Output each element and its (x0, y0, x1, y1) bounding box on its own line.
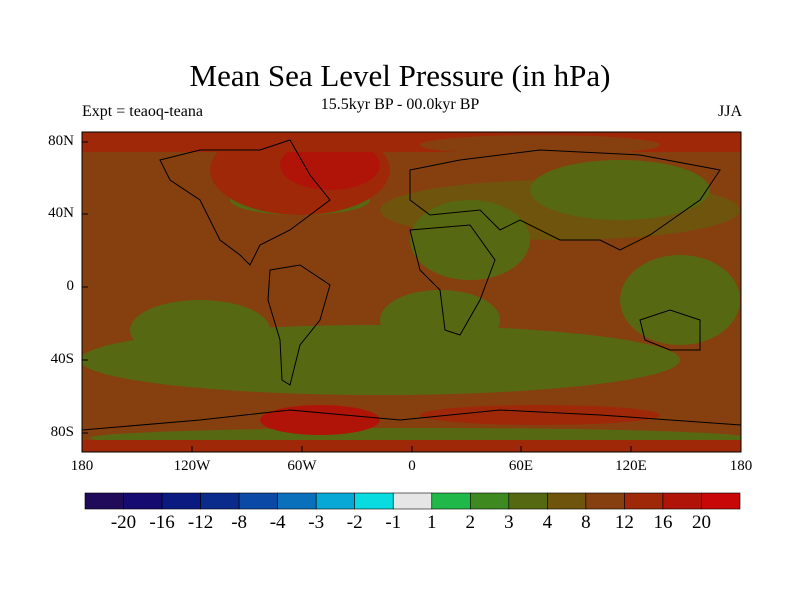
colorbar-swatch (392, 492, 433, 510)
x-tick-label: 120E (615, 458, 647, 474)
colorbar-swatch (238, 492, 278, 510)
colorbar-swatch (469, 492, 510, 510)
y-tick-label: 40S (50, 351, 74, 367)
colorbar-swatch (161, 492, 201, 510)
y-tick-label: 0 (66, 278, 75, 294)
colorbar-swatch (547, 492, 587, 510)
coastlines (82, 139, 741, 431)
colorbar-swatch (431, 492, 471, 510)
colorbar-swatch (354, 492, 394, 510)
colorbar-swatch (585, 492, 625, 510)
colorbar-label: -20 (110, 512, 137, 533)
y-tick-label: 80S (50, 424, 74, 440)
pressure-field (82, 132, 741, 452)
colorbar-swatch (123, 492, 163, 510)
plot-title: Mean Sea Level Pressure (in hPa) (189, 58, 611, 93)
season-label: JJA (717, 103, 742, 120)
x-tick-label: 60E (508, 458, 534, 474)
x-tick-label: 180 (70, 458, 94, 474)
colorbar-label: -3 (308, 512, 325, 533)
axis-ticks (82, 141, 632, 452)
x-tick-label: 180 (729, 458, 753, 474)
colorbar-swatch (84, 492, 124, 510)
plot-subtitle: 15.5kyr BP - 00.0kyr BP (320, 96, 480, 113)
colorbar-label: 16 (653, 512, 673, 533)
colorbar-label: 2 (465, 512, 476, 533)
colorbar-label: -8 (231, 512, 248, 533)
colorbar-label: 8 (581, 512, 591, 533)
colorbar-label: 20 (691, 512, 711, 533)
colorbar-label: 3 (504, 512, 514, 533)
colorbar-label: 12 (614, 512, 634, 533)
colorbar-swatch (200, 492, 240, 510)
colorbar-label: 4 (542, 512, 553, 533)
colorbar-swatch (662, 492, 702, 510)
x-tick-label: 120W (173, 458, 211, 474)
colorbar-label: -4 (269, 512, 286, 533)
colorbar (84, 492, 741, 510)
x-tick-label: 0 (408, 458, 416, 474)
experiment-label: Expt = teaoq-teana (82, 103, 203, 120)
y-tick-label: 80N (48, 133, 74, 149)
colorbar-label: -16 (149, 512, 175, 533)
colorbar-label: 1 (427, 512, 437, 533)
colorbar-swatch (624, 492, 664, 510)
x-tick-label: 60W (287, 458, 317, 474)
y-tick-label: 40N (48, 205, 74, 221)
colorbar-swatch (315, 492, 356, 510)
colorbar-swatch (508, 492, 548, 510)
colorbar-swatch (277, 492, 317, 510)
colorbar-swatch (701, 492, 741, 510)
colorbar-label: -12 (187, 512, 214, 533)
colorbar-label: -2 (346, 512, 363, 533)
colorbar-label: -1 (385, 512, 402, 533)
